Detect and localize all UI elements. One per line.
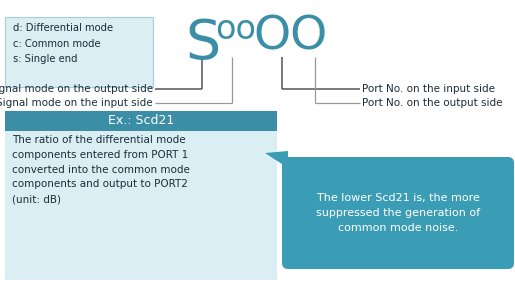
Text: The lower Scd21 is, the more
suppressed the generation of
common mode noise.: The lower Scd21 is, the more suppressed …: [316, 193, 480, 233]
FancyBboxPatch shape: [5, 17, 153, 87]
FancyBboxPatch shape: [5, 131, 277, 280]
FancyBboxPatch shape: [5, 111, 277, 131]
Text: Port No. on the output side: Port No. on the output side: [362, 98, 503, 108]
Text: d: Differential mode
c: Common mode
s: Single end: d: Differential mode c: Common mode s: S…: [13, 23, 113, 64]
Text: Port No. on the input side: Port No. on the input side: [362, 84, 495, 94]
Text: Ex.: Scd21: Ex.: Scd21: [108, 115, 174, 127]
FancyBboxPatch shape: [282, 157, 514, 269]
Text: Signal mode on the input side: Signal mode on the input side: [0, 98, 153, 108]
Text: S: S: [185, 17, 220, 71]
Text: The ratio of the differential mode
components entered from PORT 1
converted into: The ratio of the differential mode compo…: [12, 135, 190, 204]
Text: oo: oo: [215, 13, 256, 46]
Text: OO: OO: [253, 15, 327, 60]
Text: Signal mode on the output side: Signal mode on the output side: [0, 84, 153, 94]
Polygon shape: [265, 151, 288, 168]
